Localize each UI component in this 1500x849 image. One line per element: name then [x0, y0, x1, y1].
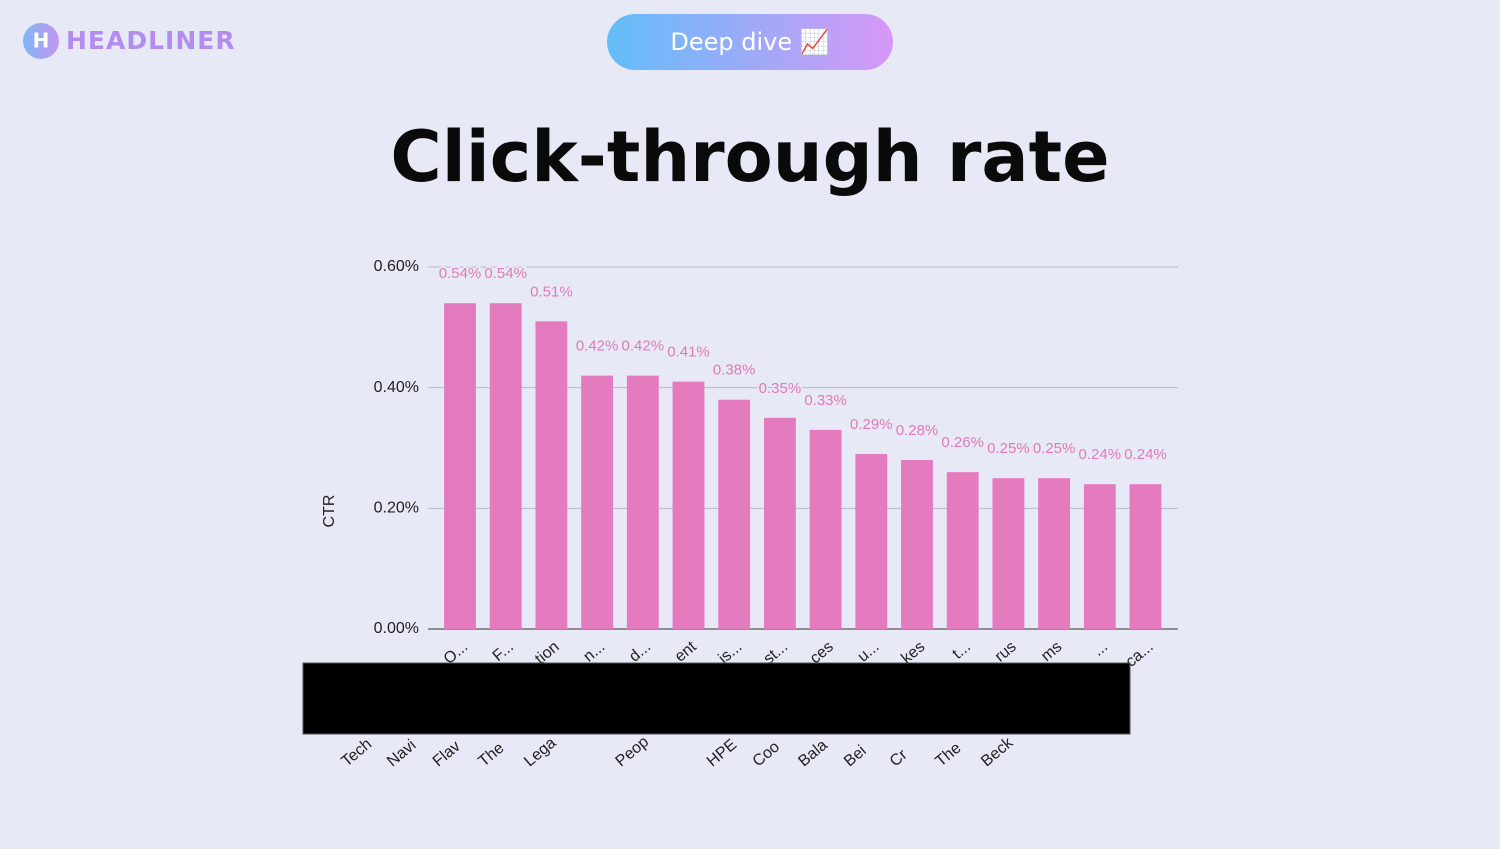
x-tick-label-start: Flav [430, 738, 464, 770]
bar [535, 321, 568, 629]
x-tick-label-start: The [932, 739, 964, 770]
x-tick-label-end: n... [580, 638, 608, 665]
value-label: 0.28% [896, 422, 939, 439]
value-label: 0.26% [941, 434, 984, 451]
x-tick-label-start: Bei [841, 742, 870, 770]
value-label: 0.38% [713, 362, 756, 379]
x-tick-label-start: Navi [384, 737, 419, 771]
x-tick-label-end: ms [1038, 638, 1065, 665]
bar [489, 303, 522, 629]
x-tick-label-start: Cr [887, 746, 911, 770]
value-label: 0.25% [1033, 440, 1076, 457]
y-axis-label: CTR [321, 495, 338, 528]
value-label: 0.42% [576, 338, 619, 355]
value-label: 0.35% [759, 380, 802, 397]
value-label: 0.25% [987, 440, 1030, 457]
x-tick-label-start: Lega [521, 734, 559, 770]
redaction-box [302, 662, 1131, 735]
bar [901, 460, 933, 629]
x-tick-label-start: Bala [795, 737, 831, 771]
badge: Deep dive 📈 [670, 28, 829, 56]
x-tick-label-start: Coo [750, 738, 783, 770]
x-tick-label-start: Beck [978, 734, 1017, 771]
x-tick-label-start: The [475, 739, 507, 770]
y-tick-label: 0.40% [374, 379, 419, 396]
y-tick-label: 0.20% [374, 500, 419, 517]
value-label: 0.33% [804, 392, 847, 409]
x-tick-label-end: ... [1090, 638, 1111, 660]
bar [809, 429, 842, 629]
badge-pill [607, 14, 893, 70]
bar [855, 454, 888, 629]
y-tick-label: 0.60% [374, 258, 419, 275]
value-label: 0.29% [850, 416, 893, 433]
bar [718, 399, 751, 629]
bar [946, 472, 979, 629]
x-tick-label-end: rus [992, 638, 1020, 665]
x-tick-label-end: t... [949, 638, 974, 662]
logo-icon [23, 23, 59, 59]
value-label: 0.51% [530, 283, 573, 300]
value-label: 0.41% [667, 344, 710, 361]
value-label: 0.42% [622, 338, 665, 355]
bar [992, 478, 1025, 629]
x-tick-label-end: u... [855, 638, 883, 665]
bar [672, 381, 705, 629]
bar [1038, 478, 1071, 629]
bar [763, 417, 796, 629]
bar [1083, 484, 1116, 629]
x-tick-label-start: HPE [704, 736, 740, 770]
value-label: 0.54% [484, 265, 527, 282]
value-label: 0.54% [439, 265, 482, 282]
bar [1129, 484, 1162, 629]
x-tick-label-end: ent [672, 638, 700, 666]
logo-icon-letter: H [33, 29, 50, 53]
x-tick-label-start: Tech [338, 736, 375, 771]
x-tick-label-end: F... [490, 638, 517, 665]
value-label: 0.24% [1124, 446, 1167, 463]
chart-title: Click-through rate [390, 116, 1109, 198]
bar [581, 375, 614, 629]
y-tick-label: 0.00% [374, 620, 419, 637]
bar [626, 375, 659, 629]
logo: HEADLINER [66, 26, 236, 55]
bar [444, 303, 476, 629]
x-tick-label-end: d... [626, 638, 654, 665]
value-label: 0.24% [1079, 446, 1122, 463]
x-tick-label-start: Peop [613, 733, 653, 770]
